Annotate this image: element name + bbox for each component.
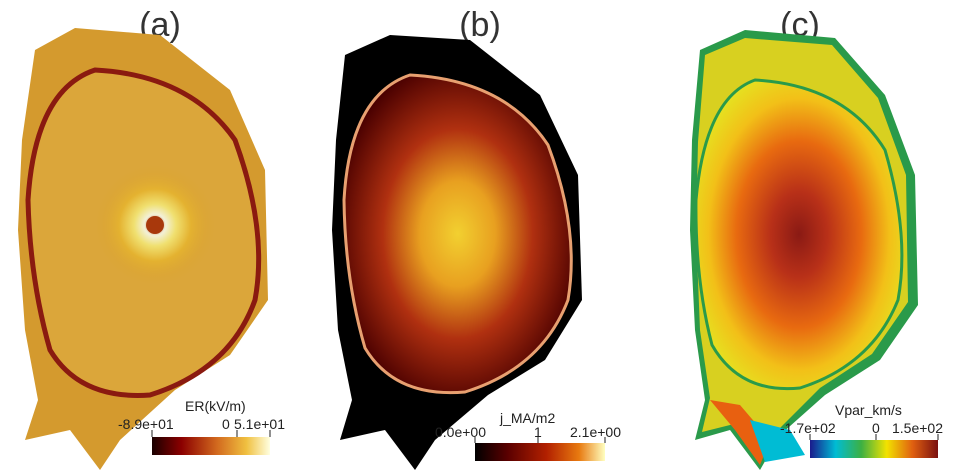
colorbar-gradient-a	[152, 437, 270, 455]
plasma-cross-section-c	[690, 30, 918, 470]
plasma-core-c	[694, 78, 904, 391]
colorbar-title-a: ER(kV/m)	[185, 398, 246, 414]
core-center-a	[146, 216, 164, 234]
lower-leg-c	[710, 400, 770, 465]
colorbar-tick-a-1: 0	[222, 416, 230, 432]
colorbar-tick-c-2: 1.5e+02	[892, 420, 943, 436]
colorbar-tick-c-1: 0	[872, 420, 880, 436]
colorbar-title-c: Vpar_km/s	[835, 402, 902, 418]
divertor-c	[750, 420, 805, 462]
colorbar-tick-a-0: -8.9e+01	[118, 416, 174, 432]
colorbar-tick-b-2: 2.1e+00	[570, 424, 621, 440]
colorbar-title-b: j_MA/m2	[500, 410, 556, 426]
plasma-core-b	[342, 73, 573, 395]
panel-b: (b) j_MA/m2 0.0e+00 1	[320, 0, 640, 475]
panel-label-b: (b)	[459, 6, 501, 44]
colorbar-tick-a-2: 5.1e+01	[234, 416, 285, 432]
plasma-cross-section-a	[18, 28, 268, 470]
colorbar-tick-b-1: 1	[534, 424, 542, 440]
plasma-cross-section-b	[332, 35, 582, 470]
colorbar-gradient-c	[810, 440, 938, 458]
colorbar-b	[474, 437, 606, 461]
colorbar-tick-b-0: 0.0e+00	[435, 424, 486, 440]
panel-a: (a) ER(kV/m)	[0, 0, 320, 475]
colorbar-gradient-b	[475, 443, 605, 461]
colorbar-a	[151, 430, 271, 455]
colorbar-c	[809, 434, 939, 458]
panel-c: (c) Vpar_km/s	[640, 0, 960, 475]
colorbar-tick-c-0: -1.7e+02	[780, 420, 836, 436]
